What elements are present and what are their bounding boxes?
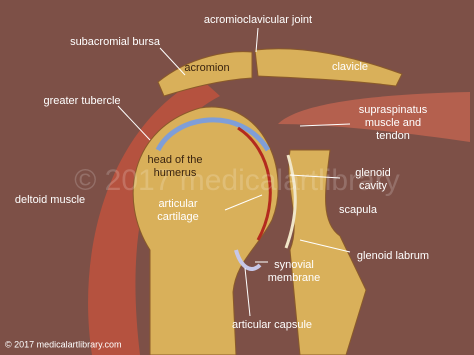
label: scapula (339, 204, 378, 216)
humerus (132, 106, 279, 355)
scapula-bone (288, 149, 367, 355)
label: acromion (184, 62, 229, 74)
label: subacromial bursa (70, 36, 161, 48)
label: humerus (154, 167, 197, 179)
label: membrane (268, 272, 321, 284)
acromion-bone (157, 51, 253, 97)
label: articular (158, 198, 197, 210)
label: synovial (274, 259, 314, 271)
label: greater tubercle (43, 95, 120, 107)
clavicle-bone (254, 48, 403, 87)
label: clavicle (332, 61, 368, 73)
label: muscle and (365, 117, 421, 129)
label: deltoid muscle (15, 194, 85, 206)
cartilage (237, 126, 272, 241)
label: articular capsule (232, 319, 312, 331)
bursa (155, 117, 271, 152)
label: cavity (359, 180, 388, 192)
label: glenoid (355, 167, 390, 179)
supraspinatus-muscle (278, 92, 470, 142)
glenoid-fossa (284, 154, 297, 249)
deltoid (88, 78, 220, 355)
label: glenoid labrum (357, 250, 429, 262)
label: supraspinatus (359, 104, 428, 116)
leader-lines (117, 27, 351, 317)
label: head of the (147, 154, 202, 166)
watermark: © 2017 medicalartlibrary (74, 164, 400, 197)
label: cartilage (157, 211, 199, 223)
copyright: © 2017 medicalartlibrary.com (5, 339, 122, 349)
label: tendon (376, 130, 410, 142)
label: acromioclavicular joint (204, 14, 312, 26)
capsule (234, 249, 262, 271)
